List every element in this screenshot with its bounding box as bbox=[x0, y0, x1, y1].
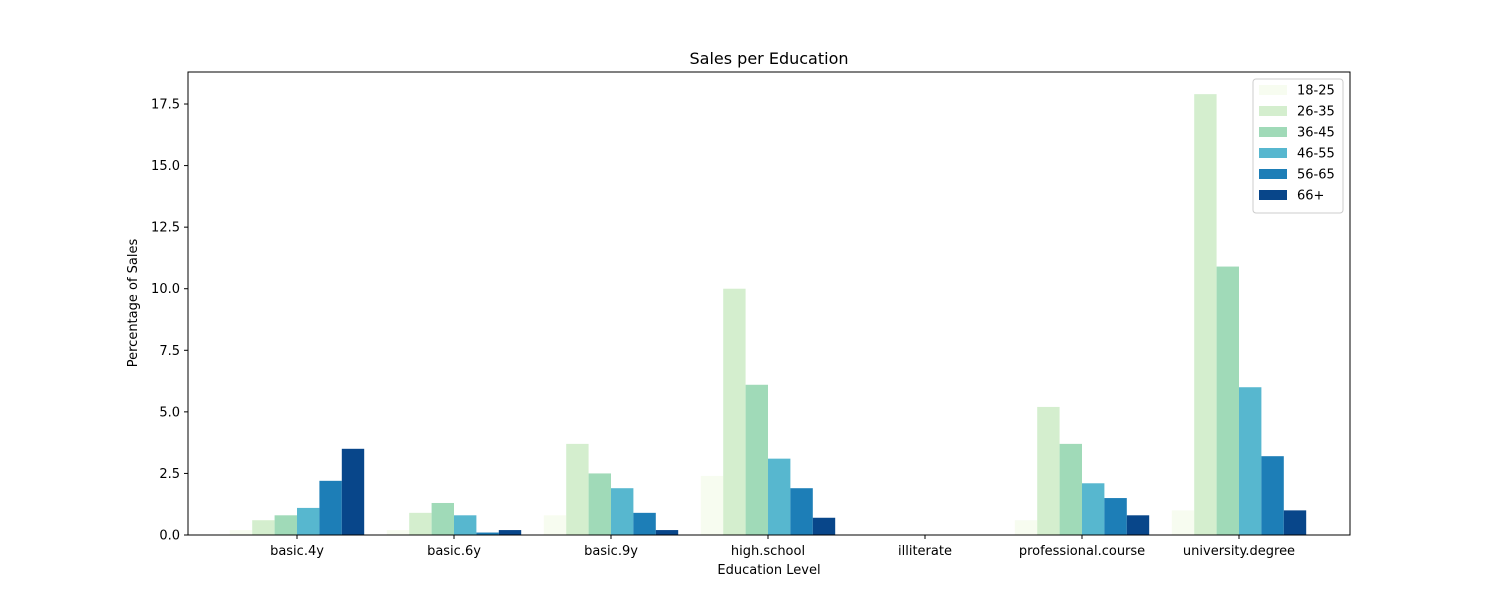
x-axis: basic.4y basic.6y basic.9y high.school illit… bbox=[270, 535, 1295, 559]
legend-label: 46-55 bbox=[1297, 147, 1335, 162]
bar-basic-6y-66plus bbox=[498, 530, 522, 535]
y-tick-label: 0.0 bbox=[159, 529, 180, 544]
bar-basic-9y-36-45 bbox=[588, 473, 611, 535]
legend-swatch bbox=[1259, 106, 1287, 116]
x-tick-label: high.school bbox=[731, 544, 805, 559]
x-axis-label: Education Level bbox=[717, 563, 820, 578]
legend-swatch bbox=[1259, 85, 1287, 95]
bar-basic-4y-46-55 bbox=[297, 507, 320, 535]
bar-basic-9y-46-55 bbox=[611, 488, 634, 535]
bar-university-degree-36-45 bbox=[1216, 266, 1239, 535]
y-axis: 0.0 2.5 5.0 7.5 10.0 12.5 15.0 17.5 bbox=[151, 98, 188, 544]
y-tick-label: 2.5 bbox=[159, 467, 180, 482]
chart-title: Sales per Education bbox=[690, 49, 849, 68]
bar-university-degree-18-25 bbox=[1171, 510, 1195, 535]
bar-basic-6y-18-25 bbox=[386, 530, 410, 535]
x-tick-label: basic.4y bbox=[270, 544, 324, 559]
bar-basic-4y-56-65 bbox=[319, 480, 342, 535]
y-tick-label: 17.5 bbox=[151, 98, 180, 113]
y-axis-label: Percentage of Sales bbox=[126, 239, 141, 368]
x-tick-label: basic.9y bbox=[584, 544, 638, 559]
bar-university-degree-46-55 bbox=[1239, 387, 1262, 535]
y-tick-label: 5.0 bbox=[159, 405, 180, 420]
bar-basic-9y-66plus bbox=[655, 530, 679, 535]
bars-layer bbox=[229, 94, 1307, 535]
legend-swatch bbox=[1259, 148, 1287, 158]
bar-high-school-18-25 bbox=[700, 475, 724, 535]
bar-basic-9y-56-65 bbox=[633, 512, 656, 535]
x-tick-label: basic.6y bbox=[427, 544, 481, 559]
bar-basic-6y-56-65 bbox=[476, 532, 499, 535]
bar-basic-9y-26-35 bbox=[566, 443, 589, 535]
bar-basic-9y-18-25 bbox=[543, 515, 567, 535]
y-tick-label: 7.5 bbox=[159, 344, 180, 359]
legend-label: 66+ bbox=[1297, 189, 1324, 204]
bar-professional-course-18-25 bbox=[1014, 520, 1038, 535]
bar-basic-6y-26-35 bbox=[409, 512, 432, 535]
bar-high-school-46-55 bbox=[768, 458, 791, 535]
legend-label: 36-45 bbox=[1297, 126, 1335, 141]
bar-university-degree-66plus bbox=[1283, 510, 1307, 535]
bar-professional-course-26-35 bbox=[1037, 406, 1060, 535]
bar-basic-6y-46-55 bbox=[454, 515, 477, 535]
legend-label: 56-65 bbox=[1297, 168, 1335, 183]
bar-professional-course-36-45 bbox=[1059, 443, 1082, 535]
bar-professional-course-56-65 bbox=[1104, 498, 1127, 535]
bar-high-school-36-45 bbox=[745, 384, 768, 535]
legend-label: 26-35 bbox=[1297, 105, 1335, 120]
legend-swatch bbox=[1259, 127, 1287, 137]
bar-university-degree-56-65 bbox=[1261, 456, 1284, 535]
bar-high-school-66plus bbox=[812, 517, 836, 535]
bar-basic-4y-18-25 bbox=[229, 530, 253, 535]
bar-high-school-26-35 bbox=[723, 288, 746, 535]
bar-high-school-56-65 bbox=[790, 488, 813, 535]
bar-basic-6y-36-45 bbox=[431, 502, 454, 535]
plot-area-frame bbox=[187, 71, 1351, 536]
bar-professional-course-66plus bbox=[1126, 515, 1150, 535]
legend: 18-25 26-35 36-45 46-55 56-65 66+ bbox=[1252, 78, 1344, 214]
bar-basic-4y-26-35 bbox=[252, 520, 275, 535]
legend-label: 18-25 bbox=[1297, 84, 1335, 99]
y-tick-label: 10.0 bbox=[151, 282, 180, 297]
bar-basic-4y-66plus bbox=[341, 448, 365, 535]
legend-swatch bbox=[1259, 169, 1287, 179]
bar-basic-4y-36-45 bbox=[274, 515, 297, 535]
y-tick-label: 12.5 bbox=[151, 221, 180, 236]
x-tick-label: illiterate bbox=[898, 544, 952, 559]
x-tick-label: professional.course bbox=[1019, 544, 1145, 559]
x-tick-label: university.degree bbox=[1183, 544, 1295, 559]
bar-professional-course-46-55 bbox=[1082, 483, 1105, 535]
y-tick-label: 15.0 bbox=[151, 159, 180, 174]
bar-university-degree-26-35 bbox=[1194, 94, 1217, 535]
legend-swatch bbox=[1259, 190, 1287, 200]
